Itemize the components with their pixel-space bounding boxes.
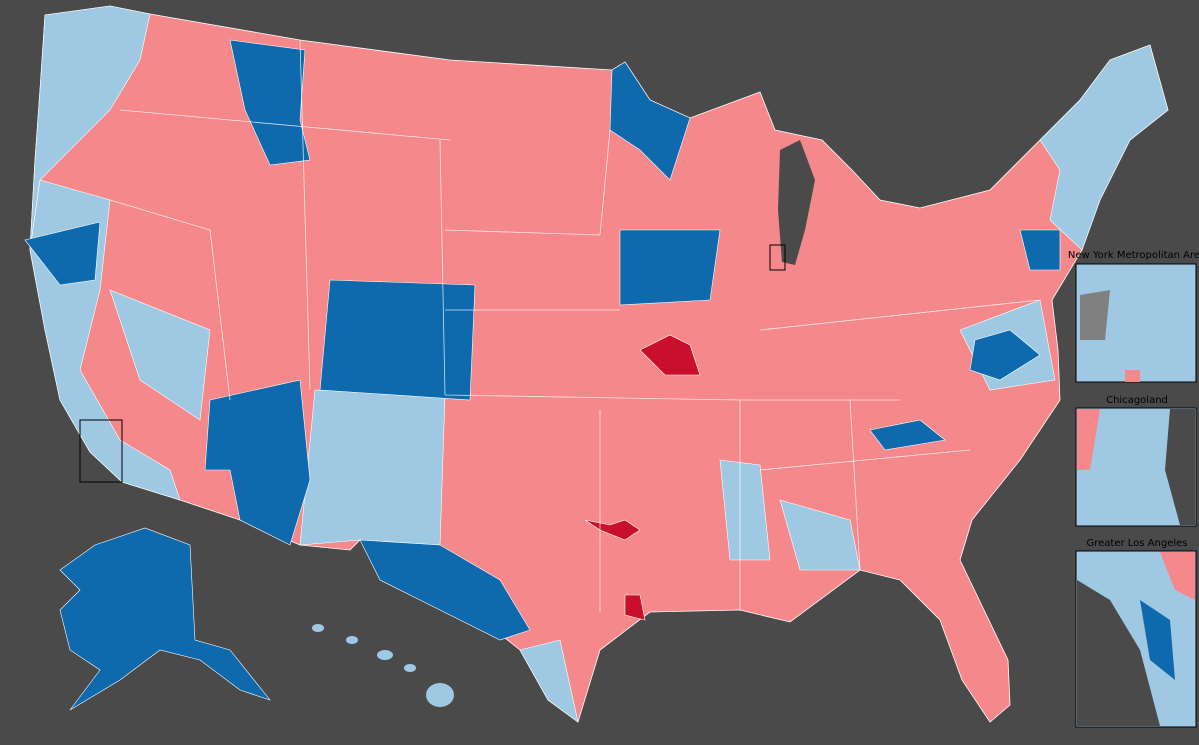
alaska [59, 527, 271, 711]
hawaii-island [346, 636, 358, 644]
minnesota [609, 61, 691, 181]
inset-marker [79, 419, 123, 483]
state-borders [109, 39, 1041, 612]
inset-title: Greater Los Angeles [1086, 538, 1187, 549]
inset-la-detail [1140, 600, 1175, 680]
new-jersey [1019, 229, 1061, 271]
kentucky [869, 419, 946, 451]
hawaii-island [377, 650, 393, 660]
inset-ny-detail [1125, 370, 1140, 382]
dark-blue-districts [24, 39, 1061, 641]
south-texas [519, 639, 579, 723]
missouri-central [639, 334, 701, 376]
inset-marker [769, 244, 786, 271]
west-texas [359, 539, 531, 641]
new-mexico [299, 389, 446, 546]
oregon-west [24, 221, 101, 286]
arizona [204, 379, 311, 546]
hawaii-island [404, 664, 416, 672]
inset-chicago-detail [1077, 409, 1100, 470]
mississippi [719, 459, 771, 561]
border-line [109, 39, 1041, 612]
inset-ny-detail [1080, 290, 1110, 340]
inset-title: Chicagoland [1106, 395, 1168, 406]
texas-south [624, 594, 646, 621]
inset-la-detail [1160, 552, 1195, 600]
colorado [319, 279, 476, 401]
iowa [619, 229, 721, 306]
lake-michigan [778, 140, 815, 265]
dark-red-districts [584, 334, 701, 621]
inset-title: New York Metropolitan Area [1068, 250, 1199, 261]
hawaii-island [312, 624, 324, 632]
inset-chicago-detail [1165, 409, 1195, 525]
maryland [969, 329, 1041, 381]
nevada [109, 289, 211, 421]
north-idaho [229, 39, 311, 166]
inset-la-detail [1077, 580, 1160, 726]
new-england [1039, 44, 1169, 251]
pacific-northwest [29, 5, 151, 251]
hawaii [312, 624, 454, 707]
hawaii-island [426, 683, 454, 707]
